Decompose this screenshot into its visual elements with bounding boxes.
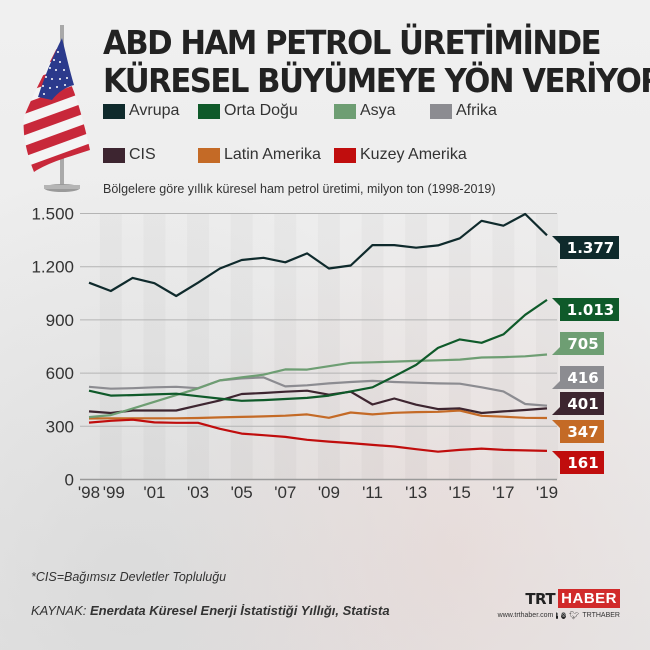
legend-item-orta-dogu: Orta Doğu	[198, 102, 298, 120]
end-label-latin-amerika: 347	[567, 423, 598, 441]
end-label-box-avrupa	[552, 236, 619, 259]
column-bands	[100, 214, 558, 480]
legend-label-orta-dogu: Orta Doğu	[224, 102, 298, 119]
facebook-icon[interactable]: f	[556, 612, 558, 619]
series-line-afrika	[88, 376, 548, 407]
legend-swatch-avrupa	[103, 103, 125, 119]
legend-item-avrupa: Avrupa	[103, 102, 179, 120]
column-band	[492, 214, 514, 480]
column-band	[100, 214, 122, 480]
x-tick-label: '05	[231, 483, 253, 502]
end-label-box-kuzey-amerika	[552, 451, 604, 474]
column-band	[187, 214, 209, 480]
legend-item-asya: Asya	[334, 102, 396, 120]
end-label-box-orta-dogu	[552, 298, 619, 321]
source-note: KAYNAK: Enerdata Küresel Enerji İstatist…	[31, 603, 390, 618]
column-band	[536, 214, 558, 480]
y-tick-label: 1.200	[31, 258, 74, 277]
column-band	[449, 214, 471, 480]
chart-subtitle: Bölgelere göre yıllık küresel ham petrol…	[103, 182, 496, 196]
trt-haber-logo: TRT HABER	[500, 589, 620, 608]
source-text: Enerdata Küresel Enerji İstatistiği Yıll…	[90, 603, 390, 618]
y-axis-ticks: 0 300 600 900 1.200 1.500	[31, 205, 74, 490]
legend-item-kuzey-amerika: Kuzey Amerika	[334, 146, 467, 164]
legend-label-cis: CIS	[129, 146, 156, 163]
end-label-afrika: 416	[567, 369, 598, 387]
us-flag-icon	[23, 25, 90, 192]
trt-haber-brand: TRT HABER www.trthaber.com f ◎ 🐦︎ TRTHAB…	[497, 589, 620, 620]
x-tick-label: '11	[362, 483, 383, 502]
x-tick-label: '07	[274, 483, 296, 502]
legend-label-latin-amerika: Latin Amerika	[224, 146, 321, 163]
title-line-2: KÜRESEL BÜYÜMEYE YÖN VERİYOR	[103, 61, 650, 100]
x-tick-label: '15	[449, 483, 471, 502]
x-tick-label: '19	[536, 483, 558, 502]
legend-swatch-asya	[334, 103, 356, 119]
end-labels: 1.377 1.013 705 416 401 347 161	[552, 236, 619, 474]
y-tick-label: 900	[46, 311, 74, 330]
legend-swatch-kuzey-amerika	[334, 147, 356, 163]
series-lines	[88, 212, 548, 453]
brand-social-line: www.trthaber.com f ◎ 🐦︎ TRTHABER	[497, 611, 620, 620]
series-line-cis	[88, 389, 548, 415]
end-label-box-cis	[552, 392, 604, 415]
x-tick-label: '99	[103, 483, 125, 502]
series-line-latin-amerika	[88, 409, 548, 420]
legend-swatch-cis	[103, 147, 125, 163]
grid-lines	[80, 213, 557, 481]
social-handle: TRTHABER	[582, 612, 620, 619]
legend-swatch-orta-dogu	[198, 103, 220, 119]
legend-item-latin-amerika: Latin Amerika	[198, 146, 321, 164]
legend-label-asya: Asya	[360, 102, 396, 119]
x-tick-label: '09	[318, 483, 340, 502]
end-label-cis: 401	[567, 395, 598, 413]
series-line-avrupa	[88, 212, 548, 298]
end-label-box-asya	[552, 332, 604, 355]
end-label-kuzey-amerika: 161	[567, 454, 598, 472]
legend-label-kuzey-amerika: Kuzey Amerika	[360, 146, 467, 163]
column-band	[143, 214, 165, 480]
x-tick-label: '17	[492, 483, 514, 502]
end-label-box-latin-amerika	[552, 420, 604, 443]
x-tick-label: '98	[78, 483, 100, 502]
legend-swatch-afrika	[430, 103, 452, 119]
y-tick-label: 0	[65, 471, 74, 490]
legend-item-afrika: Afrika	[430, 102, 497, 120]
series-line-orta-dogu	[88, 298, 548, 402]
column-band	[274, 214, 296, 480]
series-line-kuzey-amerika	[88, 418, 548, 453]
x-tick-label: '01	[143, 483, 165, 502]
legend-label-avrupa: Avrupa	[129, 102, 180, 119]
x-tick-label: '13	[405, 483, 427, 502]
legend-swatch-latin-amerika	[198, 147, 220, 163]
website-link[interactable]: www.trthaber.com	[497, 612, 554, 619]
series-line-asya	[88, 353, 548, 419]
brand-trt: TRT	[525, 589, 556, 608]
cis-footnote: *CIS=Bağımsız Devletler Topluluğu	[31, 570, 227, 584]
legend-item-cis: CIS	[103, 146, 156, 164]
column-band	[231, 214, 253, 480]
title-line-1: ABD HAM PETROL ÜRETİMİNDE	[103, 23, 602, 62]
end-label-orta-dogu: 1.013	[567, 301, 614, 319]
source-prefix: KAYNAK:	[31, 603, 87, 618]
end-label-asya: 705	[567, 335, 598, 353]
x-axis-ticks: '98'99 '01 '03 '05 '07 '09 '11 '13 '15 '17 '19	[78, 483, 558, 502]
page-title: ABD HAM PETROL ÜRETİMİNDE KÜRESEL BÜYÜME…	[103, 24, 650, 100]
brand-haber: HABER	[558, 589, 620, 608]
column-band	[318, 214, 340, 480]
column-band	[405, 214, 427, 480]
end-label-box-afrika	[552, 366, 604, 389]
twitter-icon[interactable]: 🐦︎	[569, 611, 580, 620]
end-label-avrupa: 1.377	[567, 239, 614, 257]
x-tick-label: '03	[187, 483, 209, 502]
y-tick-label: 1.500	[31, 205, 74, 224]
legend-label-afrika: Afrika	[456, 102, 497, 119]
instagram-icon[interactable]: ◎	[560, 612, 567, 619]
y-tick-label: 300	[46, 417, 74, 436]
y-tick-label: 600	[46, 364, 74, 383]
